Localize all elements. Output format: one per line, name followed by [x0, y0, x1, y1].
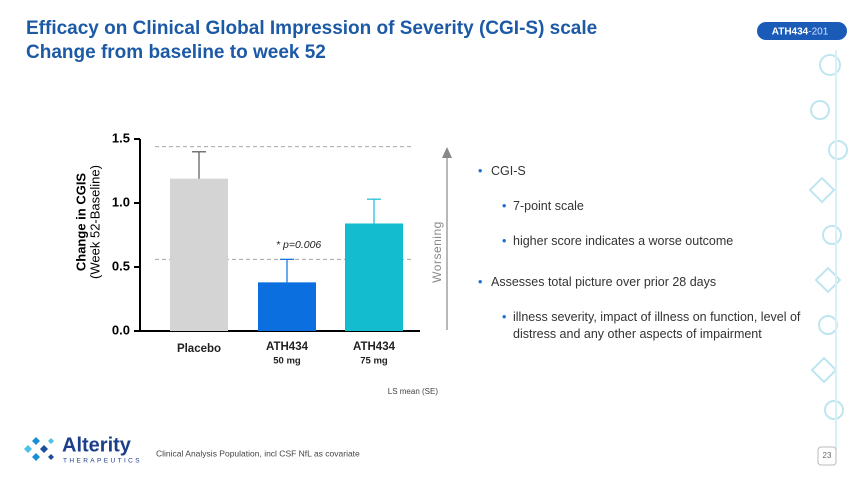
- x-tick-label: ATH434: [353, 341, 396, 353]
- decor: [808, 50, 848, 450]
- sub-bullet: • illness severity, impact of illness on …: [478, 309, 803, 343]
- y-axis-label: (Week 52-Baseline): [87, 165, 102, 279]
- arrow-label: Worsening: [430, 221, 444, 283]
- bullet-dot: •: [502, 234, 507, 248]
- bullets: • CGI-S • 7-point scale • higher score indica…: [0, 0, 850, 341]
- badge-text: ATH434-201: [772, 26, 829, 37]
- y-axis-label: Change in CGIS: [73, 173, 88, 272]
- bullet-text: higher score indicates a worse outcome: [513, 234, 734, 248]
- title-line: Efficacy on Clinical Global Impression o…: [26, 18, 597, 39]
- bullet-text: 7-point scale: [513, 199, 584, 213]
- y-tick-label: 0.5: [112, 258, 130, 273]
- sub-bullet: • 7-point scale: [478, 198, 803, 215]
- bullet-text: Assesses total picture over prior 28 day…: [491, 275, 717, 289]
- bullet-text: illness severity, impact of illness on f…: [513, 310, 801, 341]
- page-number: 23: [823, 451, 832, 460]
- logo-tagline: THERAPEUTICS: [63, 458, 142, 465]
- x-tick-sublabel: 75 mg: [360, 356, 388, 367]
- bullet-dot: •: [502, 310, 507, 324]
- x-tick-sublabel: 50 mg: [273, 356, 301, 367]
- bar: [258, 282, 316, 331]
- bullet-dot: •: [502, 199, 507, 213]
- y-tick-label: 1.0: [112, 194, 130, 209]
- arrow-head: [442, 147, 452, 158]
- badge-suffix: -201: [808, 26, 828, 37]
- badge-main: ATH434: [772, 26, 809, 37]
- bullet: • CGI-S: [478, 163, 781, 180]
- bullet-text: CGI-S: [491, 164, 526, 178]
- bar: [170, 178, 228, 331]
- footnote: Clinical Analysis Population, incl CSF N…: [156, 448, 360, 458]
- title-line: Change from baseline to week 52: [26, 42, 326, 63]
- y-tick-label: 1.5: [112, 130, 130, 145]
- badge: [757, 22, 847, 40]
- y-tick-label: 0.0: [112, 322, 130, 337]
- bullet-dot: •: [478, 275, 483, 289]
- note: LS mean (SE): [388, 387, 439, 396]
- page-box: [817, 446, 837, 466]
- logo-mark: [24, 437, 54, 461]
- x-tick-label: ATH434: [266, 341, 309, 353]
- bar: [345, 223, 403, 331]
- annotation: * p=0.006: [276, 239, 321, 251]
- x-tick-label: Placebo: [177, 343, 221, 355]
- bullet: • Assesses total picture over prior 28 da…: [478, 274, 781, 291]
- sub-bullet: • higher score indicates a worse outcome: [478, 233, 803, 250]
- logo-name: Alterity: [62, 434, 132, 456]
- bullet-dot: •: [478, 164, 483, 178]
